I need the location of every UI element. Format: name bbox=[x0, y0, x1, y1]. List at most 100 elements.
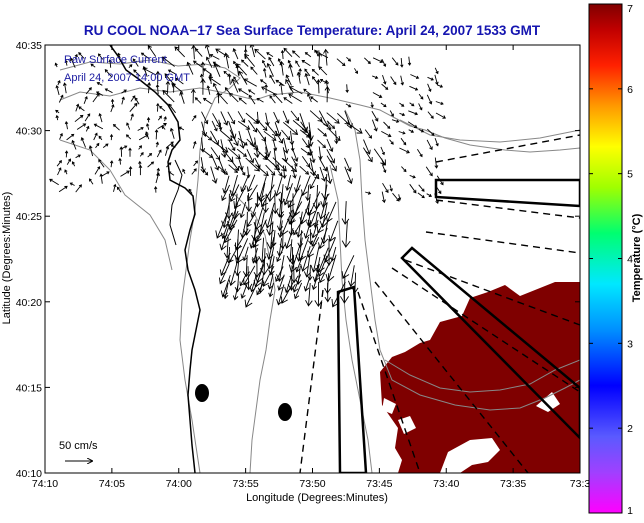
current-vector-arrow bbox=[246, 212, 257, 228]
current-vector-arrow bbox=[168, 171, 175, 176]
x-axis-ticks: 74:10 74:05 74:00 73:55 73:50 73:45 73:40 73:35… bbox=[32, 45, 590, 490]
current-vector-arrow bbox=[345, 103, 352, 108]
current-vector-arrow bbox=[318, 66, 328, 76]
current-vector-arrow bbox=[310, 246, 320, 273]
current-vector-arrow bbox=[307, 191, 321, 217]
current-vector-arrow bbox=[323, 48, 329, 66]
current-vector-arrow bbox=[418, 184, 425, 192]
current-vector-arrow bbox=[212, 61, 221, 68]
current-vector-arrow bbox=[256, 119, 268, 132]
current-vector-arrow bbox=[409, 85, 419, 91]
current-vector-arrow bbox=[261, 86, 274, 94]
current-vector-arrow bbox=[307, 122, 314, 142]
current-vector-arrow bbox=[434, 74, 439, 86]
current-vector-arrow bbox=[269, 74, 276, 84]
current-vector-arrow bbox=[381, 158, 385, 166]
current-vector-arrow bbox=[247, 184, 258, 202]
current-vector-arrow bbox=[155, 70, 161, 85]
current-vector-arrow bbox=[120, 170, 130, 177]
current-vector-arrow bbox=[434, 193, 439, 204]
current-vector-arrow bbox=[308, 229, 314, 246]
current-vector-arrow bbox=[266, 52, 274, 57]
current-vector-arrow bbox=[178, 126, 185, 131]
current-vector-arrow bbox=[179, 91, 185, 104]
current-vector-arrow bbox=[110, 98, 115, 105]
current-vector-arrow bbox=[243, 78, 257, 87]
current-vector-arrow bbox=[227, 73, 232, 85]
current-vector-arrow bbox=[363, 139, 371, 155]
current-vector-arrow bbox=[312, 263, 320, 283]
current-vector-arrow bbox=[166, 162, 172, 168]
current-vector-arrow bbox=[254, 192, 260, 208]
current-vector-arrow bbox=[211, 120, 218, 132]
current-vector-arrow bbox=[138, 164, 143, 176]
current-vector-arrow bbox=[304, 52, 312, 58]
current-vector-arrow bbox=[299, 200, 311, 225]
y-tick-label: 40:30 bbox=[16, 126, 42, 138]
colorbar-tick-label: 7 bbox=[627, 3, 633, 15]
current-vector-arrow bbox=[273, 92, 283, 104]
current-vector-arrow bbox=[168, 103, 176, 114]
current-vector-arrow bbox=[319, 158, 328, 172]
current-vector-arrow bbox=[417, 148, 423, 158]
current-vector-arrow bbox=[201, 111, 209, 125]
current-vector-arrow bbox=[400, 75, 405, 86]
current-vector-arrow bbox=[188, 188, 193, 194]
current-vector-arrow bbox=[102, 143, 109, 148]
current-vector-arrow bbox=[262, 67, 267, 78]
current-vector-arrow bbox=[303, 88, 312, 96]
current-vector-arrow bbox=[93, 123, 104, 130]
current-vector-arrow bbox=[261, 59, 267, 68]
colorbar-tick-label: 2 bbox=[627, 423, 633, 435]
current-vector-arrow bbox=[88, 145, 94, 157]
current-vector-arrow bbox=[328, 128, 341, 141]
current-vector-arrow bbox=[174, 77, 184, 85]
current-vector-arrow bbox=[262, 193, 269, 214]
current-vector-arrow bbox=[285, 74, 292, 86]
current-vector-arrow bbox=[408, 129, 415, 133]
current-vector-arrow bbox=[75, 184, 82, 193]
current-vector-arrow bbox=[202, 68, 212, 75]
current-vector-arrow bbox=[75, 103, 80, 112]
current-vector-arrow bbox=[288, 245, 301, 273]
current-vector-arrow bbox=[55, 109, 60, 114]
current-vector-arrow bbox=[94, 166, 101, 175]
current-vector-arrow bbox=[296, 71, 301, 84]
current-vector-arrow bbox=[436, 84, 444, 88]
current-vector-arrow bbox=[310, 149, 316, 164]
current-vector-arrow bbox=[215, 48, 230, 59]
current-vector-arrow bbox=[427, 83, 432, 92]
current-vector-arrow bbox=[389, 139, 394, 145]
current-vector-arrow bbox=[311, 274, 319, 291]
current-vector-arrow bbox=[190, 88, 196, 104]
current-vector-arrow bbox=[146, 116, 151, 123]
current-vector-arrow bbox=[64, 150, 69, 158]
current-vector-arrow bbox=[399, 102, 405, 107]
current-vector-arrow bbox=[104, 88, 113, 94]
current-vector-arrow bbox=[276, 255, 285, 283]
current-vector-arrow bbox=[309, 110, 323, 122]
current-vector-arrow bbox=[305, 185, 311, 202]
current-vector-arrow bbox=[254, 48, 266, 60]
current-vector-arrow bbox=[281, 282, 294, 304]
current-vector-arrow bbox=[221, 184, 231, 202]
plot-area: Raw Surface Current April 24, 2007 14:00… bbox=[44, 44, 581, 474]
current-vector-arrow bbox=[256, 281, 265, 296]
current-vector-arrow bbox=[426, 193, 433, 197]
current-vector-arrow bbox=[210, 166, 218, 184]
current-vector-arrow bbox=[317, 139, 326, 149]
current-vector-arrow bbox=[97, 53, 104, 60]
current-vector-arrow bbox=[248, 119, 258, 133]
current-vector-arrow bbox=[109, 133, 114, 141]
current-vector-arrow bbox=[297, 230, 304, 248]
current-vector-arrow bbox=[163, 116, 167, 122]
current-vector-arrow bbox=[298, 236, 310, 262]
current-vector-arrow bbox=[99, 173, 104, 184]
current-vector-arrow bbox=[104, 69, 113, 78]
current-vector-arrow bbox=[285, 78, 294, 94]
colorbar-label: Temperature (°C) bbox=[631, 213, 643, 302]
current-vector-arrow bbox=[301, 60, 311, 67]
current-vector-arrow bbox=[205, 56, 213, 68]
current-vector-arrow bbox=[317, 255, 328, 278]
current-vector-arrow bbox=[246, 174, 256, 193]
